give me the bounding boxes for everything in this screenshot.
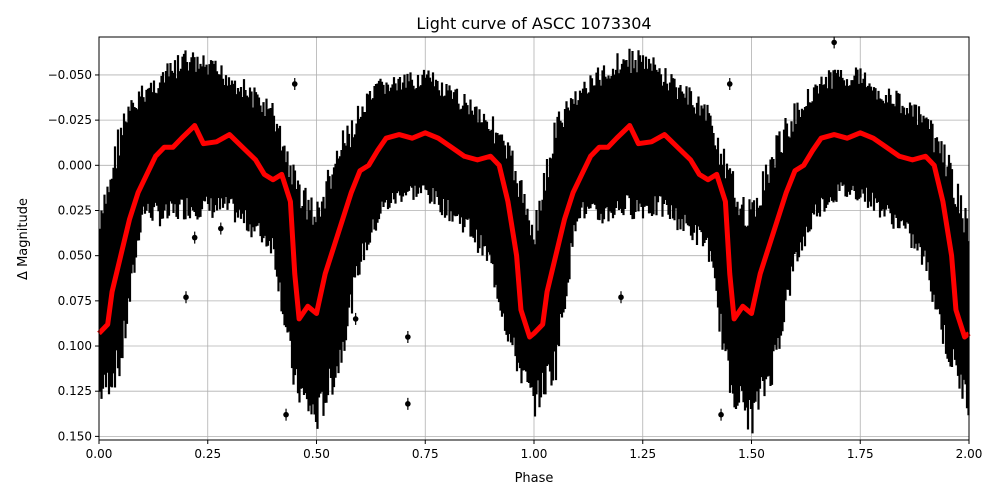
outlier-point <box>726 81 733 87</box>
outlier-point <box>405 334 411 340</box>
x-tick-label: 0.75 <box>412 447 439 461</box>
x-tick-label: 1.00 <box>521 447 548 461</box>
x-ticks: 0.00 0.25 0.50 0.75 1.00 1.25 1.50 1.75 2.00 <box>86 440 983 461</box>
y-tick-label: −0.025 <box>48 113 92 127</box>
x-tick-label: 0.25 <box>194 447 221 461</box>
outlier-point <box>405 401 411 407</box>
binned-curve <box>97 123 971 340</box>
y-tick-label: 0.025 <box>58 203 92 217</box>
x-tick-label: 1.75 <box>847 447 874 461</box>
y-tick-label: −0.050 <box>48 68 92 82</box>
x-tick-label: 0.50 <box>303 447 330 461</box>
x-tick-label: 1.25 <box>629 447 656 461</box>
y-tick-label: 0.075 <box>58 294 92 308</box>
outlier-point <box>183 294 189 301</box>
outlier-point <box>352 316 359 322</box>
y-ticks: −0.050 −0.025 0.000 0.025 0.050 0.075 0.100 0.1… <box>48 68 99 443</box>
outlier-points <box>183 36 837 421</box>
y-tick-label: 0.150 <box>58 429 92 443</box>
outlier-point <box>618 294 624 301</box>
y-tick-label: 0.000 <box>58 158 92 172</box>
y-tick-label: 0.100 <box>58 339 92 353</box>
outlier-point <box>291 81 298 87</box>
x-tick-label: 2.00 <box>956 447 983 461</box>
x-axis-label: Phase <box>515 471 554 486</box>
outlier-point <box>283 411 289 418</box>
y-axis-label: Δ Magnitude <box>16 198 31 280</box>
outlier-point <box>831 39 837 46</box>
binned-curve-line <box>97 123 971 340</box>
y-tick-label: 0.050 <box>58 249 92 263</box>
outlier-point <box>718 411 724 418</box>
outlier-point <box>218 225 224 232</box>
x-tick-label: 1.50 <box>738 447 765 461</box>
y-tick-label: 0.125 <box>58 384 92 398</box>
chart-title: Light curve of ASCC 1073304 <box>416 14 651 33</box>
x-tick-label: 0.00 <box>86 447 113 461</box>
outlier-point <box>191 234 198 241</box>
